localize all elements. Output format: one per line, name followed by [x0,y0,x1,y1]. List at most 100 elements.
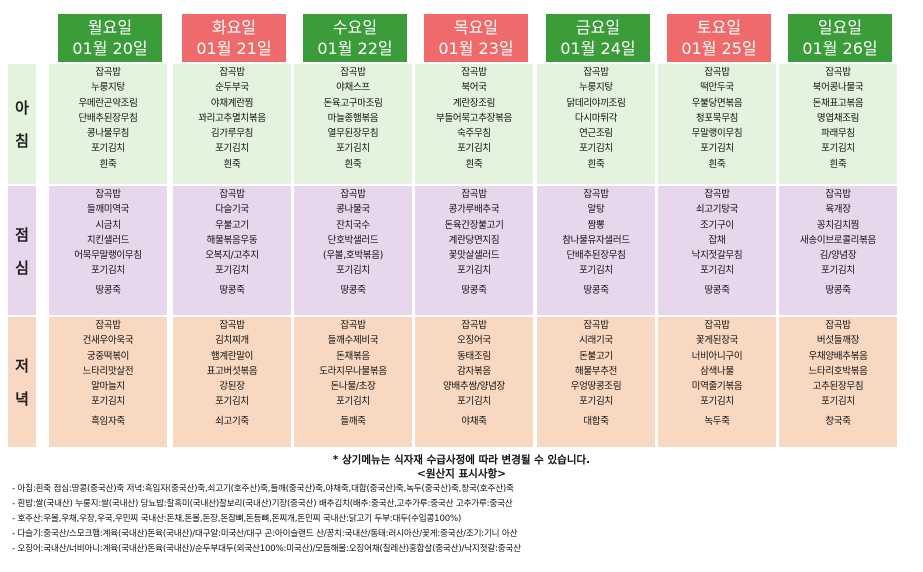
day-name: 토요일 [696,18,742,37]
lunch-menu-list: 잡곡밥 콩가루배추국 돈육간장불고기 계란당면지짐 꽃맛살샐러드 포기김치 땅콩죽 [415,187,533,298]
breakfast-label-char-2: 침 [15,132,29,150]
menu-item: 파래무침 [821,128,855,140]
menu-item: 땅콩죽 [340,284,366,296]
menu-item: 포기김치 [821,265,855,277]
origin-line-4: - 다슬기:중국산/스모크햄:계육(국내산)돈육(국내산)/대구알:미국산/대구… [12,529,518,539]
menu-item: 양배추쌈/양념장 [443,381,505,393]
menu-item: 창국죽 [825,415,851,427]
menu-item: 콩가루배추국 [448,204,500,216]
day-header-1: 월요일 01월 20일 [58,14,162,62]
lunch-menu-list: 잡곡밥 육개장 꽁치김치찜 새송이브로콜리볶음 김/양념장 포기김치 땅콩죽 [779,187,897,298]
menu-item: 포기김치 [700,396,734,408]
menu-item: 너비아니구이 [691,350,743,362]
menu-item: 흑임자죽 [91,415,125,427]
menu-item: 해물볶음우동 [206,234,258,246]
menu-item: 계란장조림 [452,97,496,109]
day-date: 01월 24일 [560,39,636,58]
menu-item: 단배추된장무침 [566,250,626,262]
dinner-menu-list: 잡곡밥 버섯들깨장 우채양배추볶음 느타리호박볶음 고추된장무침 포기김치 창국죽 [779,318,897,429]
menu-item: 조기구이 [700,219,734,231]
menu-item: 흰죽 [829,158,847,170]
menu-item: 육개장 [825,204,851,216]
menu-item: 포기김치 [215,265,249,277]
menu-item: 꽈리고추멸치볶음 [198,112,266,124]
dinner-menu-list: 잡곡밥 건새우아욱국 궁중떡볶이 느타리맛살전 알마늘지 포기김치 흑임자죽 [49,318,167,429]
lunch-cell-2 [173,186,291,315]
menu-item: 쇠고기죽 [215,415,249,427]
dinner-menu-list: 잡곡밥 들깨수제비국 돈채볶음 도라지무나물볶음 돈나물/초장 포기김치 들깨죽 [294,318,412,429]
breakfast-cell-6 [658,64,776,184]
menu-item: 떡만두국 [700,82,734,94]
menu-item: 들깨수제비국 [327,335,379,347]
breakfast-label-cell [8,64,36,184]
lunch-cell-3 [294,186,412,315]
menu-item: 잡곡밥 [95,320,121,331]
breakfast-menu-list: 잡곡밥 누룽지탕 우메란곤약조림 단배추된장무침 콩나물무침 포기김치 흰죽 [49,65,167,172]
day-header-2: 화요일 01월 21일 [182,14,286,62]
menu-item: 햄계란말이 [210,350,254,362]
lunch-menu-list: 잡곡밥 알탕 짬뽕 참나물유자샐러드 단배추된장무침 포기김치 땅콩죽 [537,187,655,298]
menu-item: 포기김치 [579,143,613,155]
menu-item: 궁중떡볶이 [86,350,130,362]
menu-item: 돈육고구마조림 [323,97,383,109]
day-header-5: 금요일 01월 24일 [546,14,650,62]
breakfast-menu-list: 잡곡밥 누룽지탕 닭데리야끼조림 다시마튀각 연근조림 포기김치 흰죽 [537,65,655,172]
menu-item: 우불고기 [215,219,249,231]
menu-item: 잡채 [708,234,726,246]
day-header-6: 토요일 01월 25일 [667,14,771,62]
menu-item: 잡곡밥 [95,189,121,200]
menu-item: 시래기국 [579,335,613,347]
menu-item: 김치찌개 [215,335,249,347]
menu-item: 흰죽 [587,158,605,170]
breakfast-label-char-1: 아 [15,99,29,117]
menu-item: 우불당면볶음 [691,97,743,109]
breakfast-cell-2 [173,64,291,184]
menu-item: 포기김치 [91,265,125,277]
menu-item: 시금치 [95,219,121,231]
menu-item: 돈채표고볶음 [812,97,864,109]
menu-item: 단호박샐러드 [327,234,379,246]
menu-item: 김/양념장 [819,250,857,262]
menu-item: (우볼,호박볶음) [322,250,384,262]
dinner-menu-list: 잡곡밥 꽃게된장국 너비아니구이 삼색나물 미역줄기볶음 포기김치 녹두죽 [658,318,776,429]
origin-line-1: - 아침:흰죽 점심:땅콩(중국산)죽 저녁:흑임자(중국산)죽,쇠고기(호주산… [12,484,514,494]
menu-item: 알마늘지 [91,381,125,393]
menu-item: 어묵무말랭이무침 [74,250,142,262]
menu-item: 미역줄기볶음 [691,381,743,393]
breakfast-cell-3 [294,64,412,184]
menu-item: 다시마튀각 [574,112,618,124]
menu-item: 꽁치김치찜 [816,219,860,231]
menu-item: 도라지무나물볶음 [319,365,387,377]
menu-item: 돈육간장불고기 [444,219,504,231]
menu-item: 단배추된장무침 [78,112,138,124]
menu-item: 포기김치 [215,143,249,155]
day-name: 수요일 [332,18,378,37]
origin-line-3: - 호주산:우볼,우채,우장,우국,우민찌 국내산:돈채,돈볼,돈장,돈잡뼈,돈… [12,514,462,524]
menu-item: 땅콩죽 [825,284,851,296]
menu-item: 해물부추전 [574,365,618,377]
breakfast-cell-4 [415,64,533,184]
menu-item: 열무된장무침 [327,128,379,140]
day-date: 01월 23일 [438,39,514,58]
origin-line-2: - 흰밥:쌀(국내산) 누룽지:쌀(국내산) 당뇨밥:찰흑미(국내산)찰보리(국… [12,499,513,509]
menu-item: 무말랭이무침 [691,128,743,140]
day-name: 화요일 [211,18,257,37]
menu-item: 땅콩죽 [461,284,487,296]
breakfast-menu-list: 잡곡밥 북어국 계란장조림 부들어묵고추장볶음 숙주무침 포기김치 흰죽 [415,65,533,172]
lunch-cell-6 [658,186,776,315]
lunch-menu-list: 잡곡밥 다슬기국 우불고기 해물볶음우동 오복지/고추지 포기김치 땅콩죽 [173,187,291,298]
menu-item: 순두부국 [215,82,249,94]
dinner-label: 저 녁 [8,317,36,447]
menu-item: 대합죽 [583,415,609,427]
menu-item: 포기김치 [579,396,613,408]
menu-item: 잡곡밥 [825,189,851,200]
day-date: 01월 20일 [72,39,148,58]
menu-item: 우엉땅콩조림 [570,381,622,393]
lunch-cell-5 [537,186,655,315]
menu-item: 콩나물무침 [86,128,130,140]
menu-item: 느타리호박볶음 [808,365,868,377]
menu-item: 잡곡밥 [583,189,609,200]
day-name: 일요일 [817,18,863,37]
menu-item: 강된장 [219,381,245,393]
menu-item: 감자볶음 [457,365,491,377]
